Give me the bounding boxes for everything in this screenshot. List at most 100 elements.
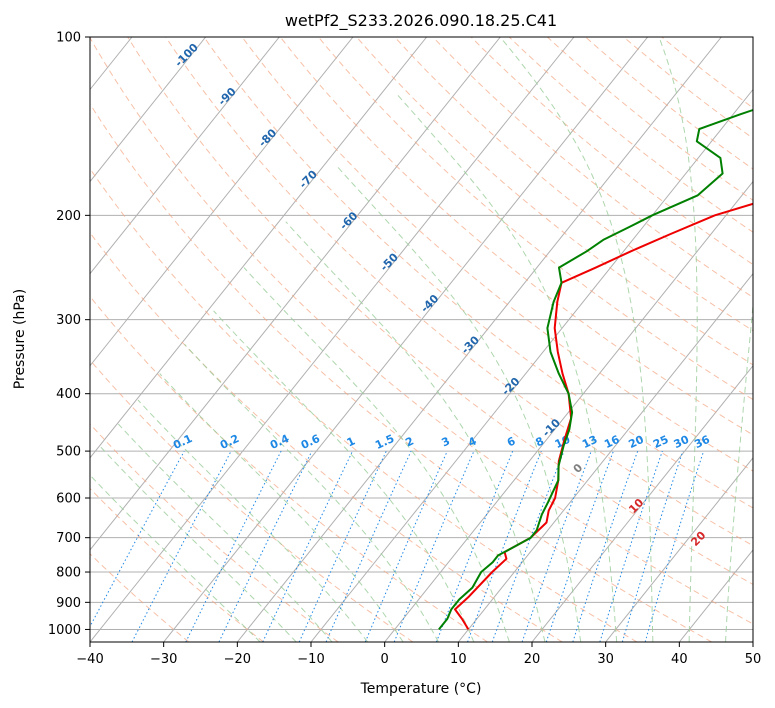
mixing-ratio-label: 13 bbox=[580, 433, 599, 451]
profile-lines bbox=[438, 108, 753, 631]
isotherm-line bbox=[90, 37, 280, 275]
dry-adiabat-line bbox=[127, 37, 753, 586]
moist-adiabat-line bbox=[725, 300, 753, 642]
isotherm-line bbox=[752, 641, 753, 642]
y-tick-label: 500 bbox=[56, 445, 81, 460]
mixing-ratio-line bbox=[545, 450, 614, 642]
dewpoint-profile-line bbox=[438, 108, 753, 631]
moist-adiabat-line bbox=[285, 221, 546, 642]
dry-adiabat-line bbox=[356, 37, 753, 366]
mixing-ratio-line bbox=[644, 450, 705, 642]
moist-adiabat-line bbox=[213, 310, 475, 642]
moist-adiabat-line bbox=[117, 423, 333, 642]
mixing-ratio-label: 4 bbox=[466, 434, 479, 449]
isotherm-line bbox=[236, 37, 722, 642]
y-tick-label: 300 bbox=[56, 313, 81, 328]
isotherm-line bbox=[90, 37, 354, 367]
x-tick-label: 40 bbox=[671, 652, 688, 667]
frost-point-label: -40 bbox=[418, 292, 441, 315]
frost-point-label: -90 bbox=[216, 85, 239, 108]
dry-adiabat-line bbox=[90, 167, 638, 642]
x-tick-label: 50 bbox=[745, 652, 762, 667]
x-tick-label: −40 bbox=[76, 652, 103, 667]
isotherm-line bbox=[90, 37, 207, 183]
x-tick-label: −20 bbox=[224, 652, 251, 667]
dry-adiabat-line bbox=[318, 37, 753, 401]
mixing-ratio-label: 2 bbox=[403, 434, 415, 449]
dry-adiabat-line bbox=[241, 37, 753, 472]
mixing-ratio-line bbox=[218, 450, 313, 642]
mixing-ratio-line bbox=[185, 450, 282, 642]
frost-point-label: -30 bbox=[459, 333, 482, 356]
dry-adiabat-line bbox=[90, 423, 339, 642]
moist-adiabat-line bbox=[137, 399, 369, 642]
dry-adiabat-line bbox=[394, 37, 753, 332]
dry-adiabat-line bbox=[90, 553, 190, 642]
dry-adiabat-line bbox=[585, 37, 753, 170]
mixing-ratio-label: 20 bbox=[627, 433, 647, 451]
background-lines bbox=[0, 37, 753, 642]
mixing-ratio-line bbox=[325, 450, 412, 642]
mixing-ratio-line bbox=[572, 450, 639, 642]
y-tick-label: 700 bbox=[56, 531, 81, 546]
isotherm-line bbox=[90, 37, 575, 642]
mixing-ratio-line bbox=[599, 450, 663, 642]
frost-point-label: -60 bbox=[337, 209, 360, 232]
y-tick-label: 100 bbox=[56, 31, 81, 46]
isotherm-line bbox=[605, 457, 753, 642]
isotherm-line bbox=[0, 37, 58, 642]
moist-adiabat-label: 10 bbox=[626, 496, 646, 516]
chart-title: wetPf2_S233.2026.090.18.25.C41 bbox=[285, 11, 557, 31]
isotherm-line bbox=[678, 549, 753, 642]
y-tick-label: 600 bbox=[56, 492, 81, 507]
mixing-ratio-label: 3 bbox=[440, 434, 452, 449]
dry-adiabat-line bbox=[90, 487, 264, 642]
frost-point-label: -20 bbox=[499, 375, 522, 398]
moist-adiabat-line bbox=[658, 37, 698, 642]
mixing-ratio-label: 1 bbox=[345, 434, 357, 449]
plot-frame bbox=[89, 36, 754, 643]
mixing-ratio-line bbox=[521, 450, 592, 642]
y-tick-label: 200 bbox=[56, 209, 81, 224]
dry-adiabat-line bbox=[90, 231, 563, 642]
x-axis-title: Temperature (°C) bbox=[360, 681, 482, 697]
mixing-ratio-line bbox=[435, 450, 514, 642]
mixing-ratio-line bbox=[262, 450, 353, 642]
y-tick-label: 400 bbox=[56, 387, 81, 402]
dry-adiabat-line bbox=[470, 37, 753, 266]
dry-adiabat-line bbox=[90, 103, 712, 642]
y-tick-label: 1000 bbox=[48, 623, 81, 638]
mixing-ratio-line bbox=[491, 450, 565, 642]
mixing-ratio-label: 6 bbox=[505, 434, 518, 449]
mixing-ratio-label: 0.1 bbox=[171, 432, 194, 452]
moist-adiabat-line bbox=[99, 445, 297, 642]
frost-point-label: -50 bbox=[378, 250, 401, 273]
y-axis-title: Pressure (hPa) bbox=[12, 289, 28, 389]
dry-adiabat-line bbox=[432, 37, 753, 298]
dry-adiabat-line bbox=[90, 359, 414, 642]
x-tick-label: 20 bbox=[524, 652, 541, 667]
mixing-ratio-line bbox=[393, 450, 475, 642]
mixing-ratio-label: 0.4 bbox=[268, 432, 291, 452]
y-tick-label: 800 bbox=[56, 566, 81, 581]
mixing-ratio-label: 0.2 bbox=[218, 432, 241, 452]
moist-adiabat-label: 30 bbox=[754, 558, 774, 578]
mixing-ratio-label: 16 bbox=[602, 433, 622, 451]
isotherm-line bbox=[531, 364, 753, 642]
isotherm-line bbox=[90, 37, 501, 551]
moist-adiabat-line bbox=[184, 343, 439, 642]
mixing-ratio-line bbox=[90, 450, 185, 628]
dry-adiabat-line bbox=[90, 37, 753, 625]
mixing-ratio-label: 25 bbox=[651, 433, 670, 451]
y-tick-label: 900 bbox=[56, 596, 81, 611]
moist-adiabat-line bbox=[159, 373, 404, 642]
dry-adiabat-line bbox=[547, 37, 753, 201]
moist-adiabat-line bbox=[396, 94, 618, 642]
x-tick-label: −10 bbox=[297, 652, 324, 667]
x-tick-label: 10 bbox=[450, 652, 467, 667]
mixing-ratio-line bbox=[364, 450, 448, 642]
dry-adiabat-line bbox=[165, 37, 753, 547]
moist-adiabat-label: 0 bbox=[571, 461, 586, 476]
temperature-profile-line bbox=[454, 202, 753, 630]
